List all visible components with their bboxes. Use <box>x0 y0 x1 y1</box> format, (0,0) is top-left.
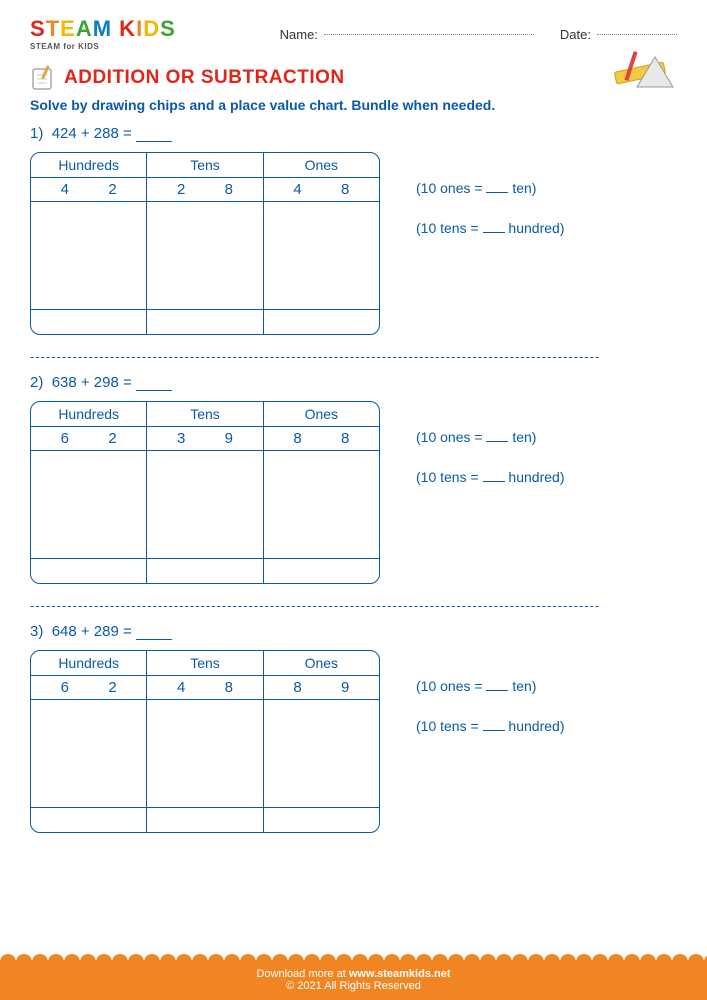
hint-tens: (10 tens = hundred) <box>416 220 564 236</box>
hints: (10 ones = ten) (10 tens = hundred) <box>416 152 564 260</box>
hints: (10 ones = ten) (10 tens = hundred) <box>416 401 564 509</box>
ones-values: 48 <box>264 178 379 201</box>
footer-download-text: Download more at <box>256 968 348 980</box>
work-cell[interactable] <box>264 451 379 558</box>
foot-cell[interactable] <box>147 808 263 832</box>
hint-blank[interactable] <box>483 730 505 731</box>
work-cell[interactable] <box>264 202 379 309</box>
hint-ones: (10 ones = ten) <box>416 678 564 694</box>
hint-blank[interactable] <box>483 232 505 233</box>
hint-blank[interactable] <box>483 481 505 482</box>
problem-3-label: 3) 648 + 289 = <box>30 623 677 640</box>
foot-cell[interactable] <box>264 808 379 832</box>
col-hundreds: Hundreds <box>31 402 147 426</box>
ones-values: 89 <box>264 676 379 699</box>
notepad-icon <box>30 65 56 91</box>
work-cell[interactable] <box>31 700 147 807</box>
hundreds-values: 62 <box>31 676 147 699</box>
foot-cell[interactable] <box>147 559 263 583</box>
footer: Download more at www.steamkids.net © 202… <box>0 948 707 1000</box>
problem-2: 2) 638 + 298 = Hundreds Tens Ones 62 39 … <box>0 374 707 584</box>
foot-cell[interactable] <box>31 808 147 832</box>
problem-expression: 424 + 288 = <box>52 125 136 142</box>
problem-expression: 648 + 289 = <box>52 623 136 640</box>
tens-values: 48 <box>147 676 263 699</box>
header-row: STEAM KIDS STEAM for KIDS Name: Date: <box>0 0 707 61</box>
problem-1: 1) 424 + 288 = Hundreds Tens Ones 42 28 … <box>0 125 707 335</box>
hundreds-values: 62 <box>31 427 147 450</box>
footer-link[interactable]: www.steamkids.net <box>349 968 451 980</box>
logo: STEAM KIDS STEAM for KIDS <box>30 18 176 51</box>
work-cell[interactable] <box>31 451 147 558</box>
hint-ones: (10 ones = ten) <box>416 429 564 445</box>
answer-blank[interactable] <box>136 141 172 142</box>
col-tens: Tens <box>147 651 263 675</box>
col-hundreds: Hundreds <box>31 153 147 177</box>
instruction-text: Solve by drawing chips and a place value… <box>0 97 707 113</box>
work-cell[interactable] <box>31 202 147 309</box>
work-cell[interactable] <box>147 202 263 309</box>
col-ones: Ones <box>264 402 379 426</box>
foot-cell[interactable] <box>264 559 379 583</box>
place-value-table: Hundreds Tens Ones 42 28 48 <box>30 152 380 335</box>
hint-blank[interactable] <box>486 441 508 442</box>
divider: ----------------------------------------… <box>0 584 707 623</box>
problem-num: 2) <box>30 374 43 391</box>
work-cell[interactable] <box>147 700 263 807</box>
problem-num: 3) <box>30 623 43 640</box>
date-input-line[interactable] <box>597 34 677 35</box>
logo-subtitle: STEAM for KIDS <box>30 42 176 51</box>
ruler-pencil-icon <box>607 49 677 99</box>
work-cell[interactable] <box>147 451 263 558</box>
problem-2-label: 2) 638 + 298 = <box>30 374 677 391</box>
hundreds-values: 42 <box>31 178 147 201</box>
foot-cell[interactable] <box>31 559 147 583</box>
problem-1-label: 1) 424 + 288 = <box>30 125 677 142</box>
problem-expression: 638 + 298 = <box>52 374 136 391</box>
hint-blank[interactable] <box>486 192 508 193</box>
hint-tens: (10 tens = hundred) <box>416 718 564 734</box>
name-input-line[interactable] <box>324 34 534 35</box>
col-ones: Ones <box>264 153 379 177</box>
col-tens: Tens <box>147 402 263 426</box>
col-tens: Tens <box>147 153 263 177</box>
footer-copyright: © 2021 All Rights Reserved <box>0 980 707 992</box>
col-ones: Ones <box>264 651 379 675</box>
name-date-fields: Name: Date: <box>196 27 677 42</box>
hints: (10 ones = ten) (10 tens = hundred) <box>416 650 564 758</box>
hint-blank[interactable] <box>486 690 508 691</box>
foot-cell[interactable] <box>31 310 147 334</box>
hint-tens: (10 tens = hundred) <box>416 469 564 485</box>
date-label: Date: <box>560 27 591 42</box>
answer-blank[interactable] <box>136 390 172 391</box>
col-hundreds: Hundreds <box>31 651 147 675</box>
page-title: ADDITION OR SUBTRACTION <box>64 67 345 89</box>
tens-values: 39 <box>147 427 263 450</box>
foot-cell[interactable] <box>147 310 263 334</box>
problem-3: 3) 648 + 289 = Hundreds Tens Ones 62 48 … <box>0 623 707 833</box>
name-label: Name: <box>280 27 318 42</box>
hint-ones: (10 ones = ten) <box>416 180 564 196</box>
answer-blank[interactable] <box>136 639 172 640</box>
logo-text: STEAM KIDS <box>30 18 176 40</box>
work-cell[interactable] <box>264 700 379 807</box>
title-row: ADDITION OR SUBTRACTION <box>0 61 707 97</box>
place-value-table: Hundreds Tens Ones 62 48 89 <box>30 650 380 833</box>
problem-num: 1) <box>30 125 43 142</box>
place-value-table: Hundreds Tens Ones 62 39 88 <box>30 401 380 584</box>
divider: ----------------------------------------… <box>0 335 707 374</box>
footer-bar: Download more at www.steamkids.net © 202… <box>0 962 707 1000</box>
footer-wave <box>0 948 707 962</box>
tens-values: 28 <box>147 178 263 201</box>
foot-cell[interactable] <box>264 310 379 334</box>
ones-values: 88 <box>264 427 379 450</box>
